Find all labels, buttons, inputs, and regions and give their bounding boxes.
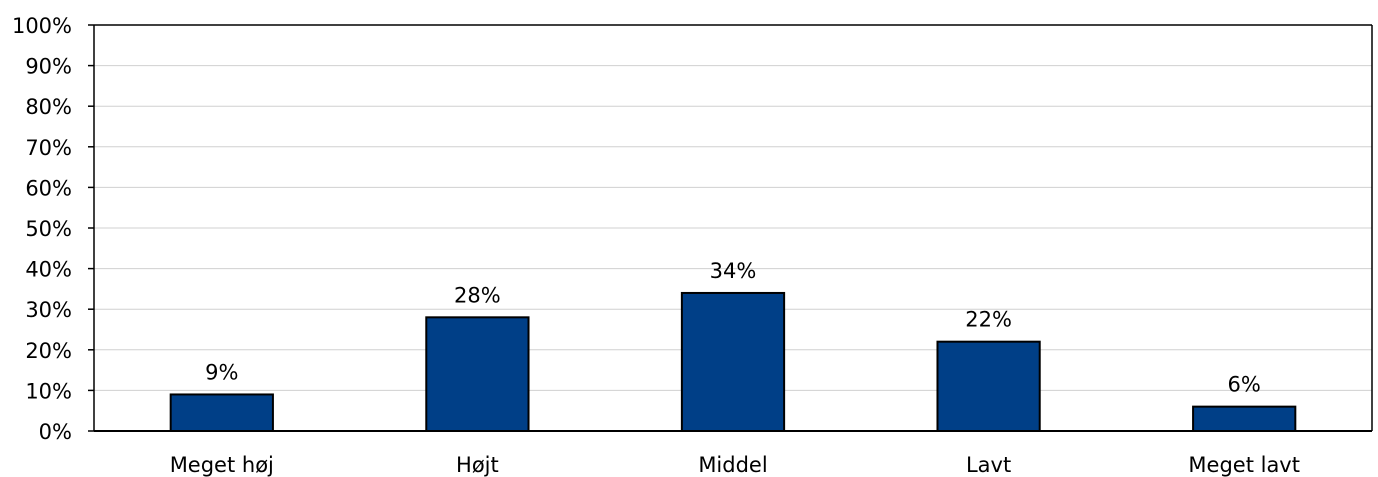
data-labels: 9% 28% 34% 22% 6% [205,259,1261,397]
y-axis-tick-labels: 0% 10% 20% 30% 40% 50% 60% 70% 80% 90% 100% [12,14,94,444]
y-tick-label: 10% [25,379,72,403]
data-label-0: 9% [205,360,238,384]
plot-frame [93,24,1373,432]
y-tick-label: 80% [25,95,72,119]
data-label-2: 34% [710,259,757,283]
bars [169,291,1297,433]
y-tick-label: 0% [39,420,72,444]
y-tick-label: 60% [25,176,72,200]
y-tick-label: 100% [12,14,72,38]
category-label-4: Meget lavt [1188,453,1300,477]
category-label-1: Højt [456,453,499,477]
data-label-3: 22% [965,308,1012,332]
y-tick-label: 50% [25,217,72,241]
y-tick-label: 20% [25,339,72,363]
x-axis-category-labels: Meget høj Højt Middel Lavt Meget lavt [170,453,1300,477]
category-label-2: Middel [698,453,767,477]
data-label-1: 28% [454,283,501,307]
bar-3 [936,340,1041,432]
category-label-3: Lavt [966,453,1011,477]
y-tick-label: 90% [25,55,72,79]
bar-4 [1192,405,1297,433]
bar-0 [169,393,274,432]
category-label-0: Meget høj [170,453,274,477]
y-tick-label: 40% [25,258,72,282]
bar-2 [680,291,786,432]
y-tick-label: 30% [25,298,72,322]
bar-1 [425,316,530,433]
y-tick-label: 70% [25,136,72,160]
data-label-4: 6% [1228,373,1261,397]
